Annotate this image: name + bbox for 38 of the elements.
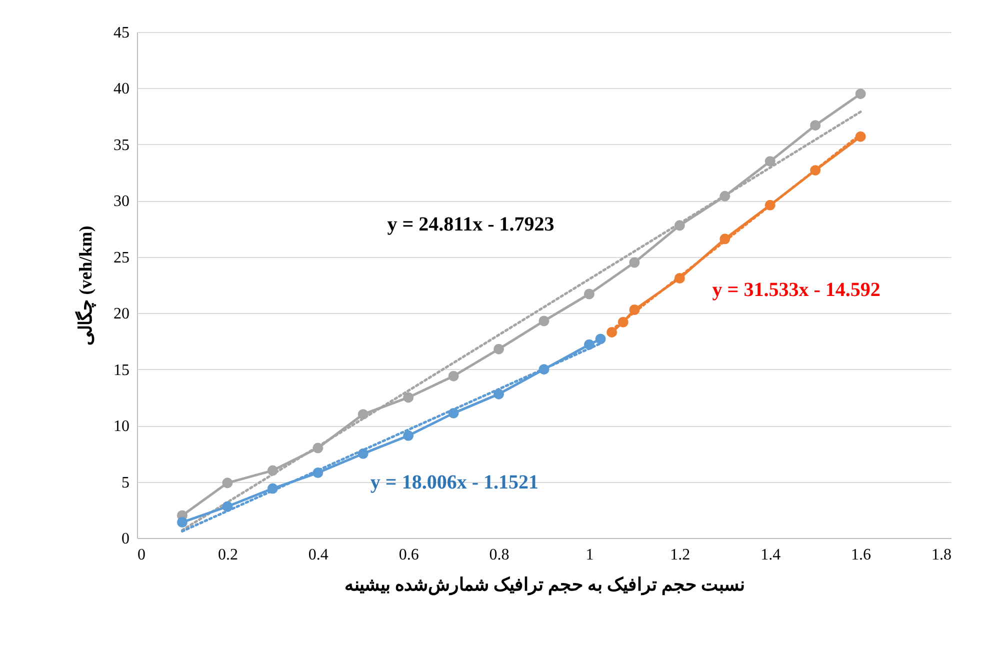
point — [222, 478, 233, 488]
point — [595, 334, 606, 344]
x-tick-label: 0.6 — [398, 546, 419, 564]
x-tick-label: 0.2 — [218, 546, 238, 564]
x-tick-label: 1.8 — [932, 546, 952, 564]
point — [448, 370, 459, 382]
annotation: y = 31.533x - 14.592 — [712, 279, 880, 302]
x-tick-label: 1 — [586, 546, 594, 564]
point — [176, 517, 188, 528]
y-tick-label: 35 — [114, 136, 130, 154]
y-tick-label: 20 — [114, 306, 130, 323]
x-tick-label: 0.4 — [308, 546, 328, 564]
point — [494, 344, 504, 354]
y-tick-label: 30 — [114, 193, 130, 210]
annotation: y = 18.006x - 1.1521 — [370, 471, 538, 494]
y-tick-label: 0 — [122, 530, 130, 548]
x-tick-label: 1.2 — [670, 546, 690, 564]
x-tick-label: 1.6 — [851, 546, 872, 564]
point — [403, 392, 414, 403]
y-tick-label: 45 — [114, 24, 130, 42]
y-tick-label: 10 — [114, 418, 130, 436]
point — [403, 430, 414, 441]
point — [764, 156, 776, 167]
y-tick-label: 5 — [122, 474, 130, 492]
point — [629, 257, 640, 268]
annotation: y = 24.811x - 1.7923 — [387, 213, 554, 236]
y-tick-label: 25 — [114, 249, 130, 266]
y-tick-label: 15 — [114, 362, 130, 379]
x-tick-label: 0.8 — [489, 546, 510, 564]
point — [855, 88, 866, 100]
y-tick-label: 40 — [114, 80, 130, 98]
x-tick-label: 0 — [138, 546, 146, 564]
x-axis-title: نسبت حجم ترافیک به حجم ترافیک شمارش‌شده بیشینه — [344, 574, 745, 596]
point — [584, 288, 594, 300]
y-axis-title: چگالی (veh/km) — [74, 226, 96, 346]
x-tick-label: 1.4 — [760, 546, 781, 564]
point — [810, 120, 821, 131]
point — [538, 316, 550, 326]
